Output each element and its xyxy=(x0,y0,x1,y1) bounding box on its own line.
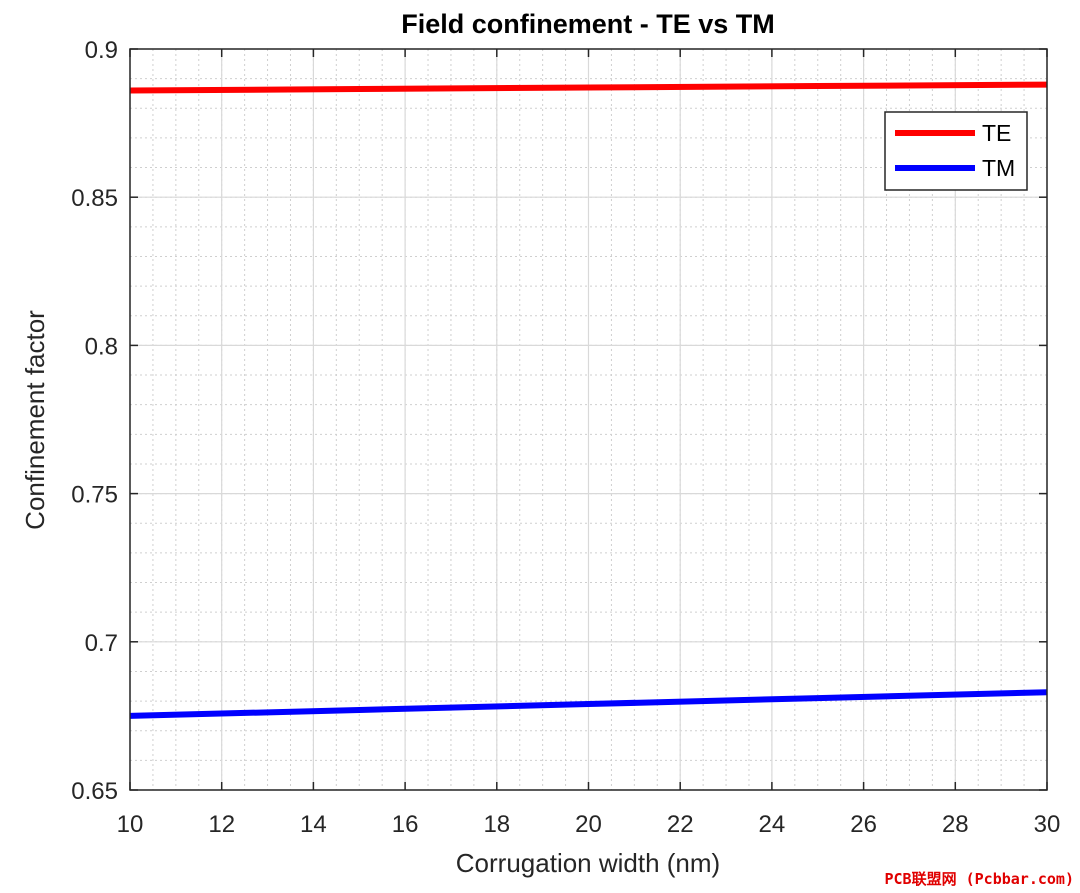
series-line-tm xyxy=(129,689,1048,719)
series-layer xyxy=(129,81,1048,719)
y-tick-label: 0.75 xyxy=(71,482,118,509)
x-tick-label: 24 xyxy=(759,811,786,838)
y-axis-label: Confinement factor xyxy=(20,310,50,530)
y-tick-label: 0.85 xyxy=(71,185,118,212)
y-tick-label: 0.9 xyxy=(85,37,118,64)
x-axis-label: Corrugation width (nm) xyxy=(456,848,720,878)
legend-label-tm: TM xyxy=(982,155,1015,181)
x-tick-label: 26 xyxy=(850,811,877,838)
y-tick-labels: 0.65 0.7 0.75 0.8 0.85 0.9 xyxy=(71,37,118,805)
x-tick-label: 28 xyxy=(942,811,969,838)
watermark: PCB联盟网 (Pcbbar.com) xyxy=(884,870,1075,888)
x-tick-labels: 10 12 14 16 18 20 22 24 26 28 30 xyxy=(117,811,1061,838)
y-tick-label: 0.8 xyxy=(85,333,118,360)
chart-title: Field confinement - TE vs TM xyxy=(401,9,775,39)
legend-box xyxy=(884,111,1028,191)
x-tick-label: 20 xyxy=(575,811,602,838)
x-tick-label: 22 xyxy=(667,811,694,838)
x-tick-label: 14 xyxy=(300,811,327,838)
x-tick-label: 12 xyxy=(208,811,235,838)
y-tick-label: 0.65 xyxy=(71,778,118,805)
y-tick-label: 0.7 xyxy=(85,630,118,657)
x-tick-label: 18 xyxy=(483,811,510,838)
legend-label-te: TE xyxy=(982,120,1011,146)
x-tick-label: 30 xyxy=(1034,811,1061,838)
series-line-te xyxy=(129,81,1048,94)
axis-ticks xyxy=(129,48,1048,791)
x-tick-label: 10 xyxy=(117,811,144,838)
x-tick-label: 16 xyxy=(392,811,419,838)
legend[interactable]: TE TM xyxy=(884,111,1028,191)
